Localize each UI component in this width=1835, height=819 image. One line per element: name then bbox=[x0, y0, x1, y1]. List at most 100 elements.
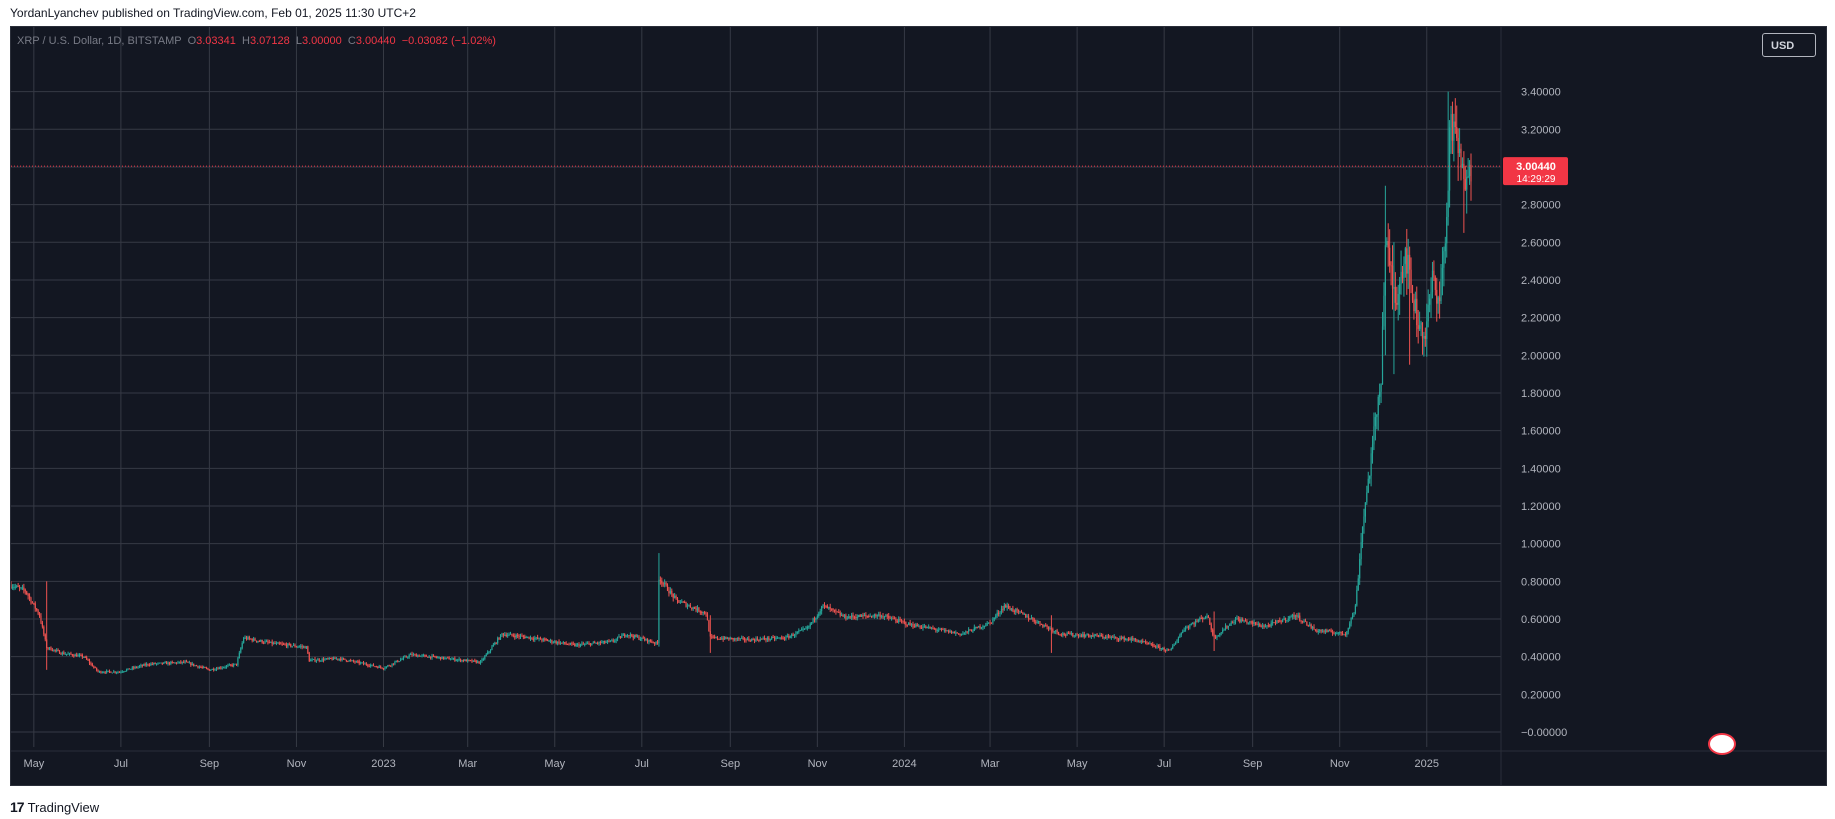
candle-body bbox=[1102, 635, 1104, 638]
candle-body bbox=[175, 662, 178, 664]
candle-body bbox=[1309, 624, 1311, 626]
candle-body bbox=[295, 646, 298, 648]
currency-button[interactable]: USD bbox=[1762, 33, 1816, 57]
candle-body bbox=[377, 666, 379, 668]
candle-body bbox=[1080, 635, 1082, 637]
candle-body bbox=[300, 646, 302, 648]
candle-body bbox=[248, 637, 250, 639]
candle-body bbox=[297, 646, 299, 648]
candle-body bbox=[1336, 633, 1338, 635]
candle-body bbox=[502, 633, 504, 636]
candle-body bbox=[1116, 637, 1118, 640]
candle-body bbox=[789, 636, 791, 638]
candle-body bbox=[863, 615, 866, 617]
candle-body bbox=[1301, 621, 1304, 623]
candle-body bbox=[137, 666, 139, 668]
candle-body bbox=[816, 616, 818, 618]
candle-body bbox=[314, 659, 316, 662]
candle-body bbox=[84, 656, 86, 658]
candle-body bbox=[866, 615, 868, 617]
candle-body bbox=[1163, 648, 1165, 651]
candle-body bbox=[1006, 605, 1008, 608]
candle-body bbox=[78, 654, 81, 656]
candle-body bbox=[769, 639, 771, 641]
candle-body bbox=[1092, 635, 1094, 637]
candle-body bbox=[581, 643, 583, 645]
candle-body bbox=[1317, 630, 1319, 632]
candle-body bbox=[1293, 614, 1295, 618]
candle-body bbox=[591, 643, 593, 646]
candle-body bbox=[528, 636, 530, 639]
candle-body bbox=[1149, 643, 1151, 645]
candle-body bbox=[562, 642, 564, 644]
candle-body bbox=[906, 624, 908, 626]
candle-body bbox=[1441, 267, 1444, 279]
candle-body bbox=[705, 613, 707, 615]
candle-body bbox=[434, 655, 436, 657]
candle-body bbox=[1110, 636, 1112, 638]
candle-body bbox=[1089, 635, 1091, 637]
candle-body bbox=[1055, 630, 1057, 632]
candle-body bbox=[692, 607, 694, 609]
candle-body bbox=[1431, 270, 1434, 293]
candle-body bbox=[1056, 630, 1058, 633]
tradingview-logo-icon[interactable]: 17 bbox=[10, 799, 25, 815]
candle-body bbox=[1267, 625, 1269, 627]
candle-body bbox=[144, 664, 146, 666]
candle-body bbox=[813, 618, 816, 620]
candle-body bbox=[482, 658, 484, 660]
candle-body bbox=[761, 638, 763, 640]
candle-body bbox=[778, 637, 780, 639]
candle-body bbox=[578, 644, 580, 647]
flag-icon[interactable] bbox=[1708, 733, 1736, 755]
candle-body bbox=[247, 637, 249, 640]
candle-body bbox=[106, 670, 108, 673]
candle-body bbox=[76, 654, 78, 657]
candle-body bbox=[419, 655, 422, 657]
candle-body bbox=[1236, 618, 1238, 620]
candle-body bbox=[1009, 608, 1011, 611]
y-tick-label: 0.60000 bbox=[1521, 614, 1561, 626]
close-label: C bbox=[347, 35, 356, 47]
candle-body bbox=[1427, 304, 1429, 322]
candle-body bbox=[1013, 611, 1015, 613]
candlestick-chart[interactable]: 3.40000 3.20000 3.00000 2.80000 2.60000 2.400… bbox=[11, 27, 1826, 785]
candle-body bbox=[1040, 623, 1043, 625]
candle-body bbox=[454, 658, 456, 661]
candle-body bbox=[1209, 617, 1211, 625]
candle-body bbox=[203, 667, 205, 669]
candle-body bbox=[1140, 640, 1142, 642]
candle-body bbox=[535, 637, 537, 639]
candle-body bbox=[1262, 625, 1264, 627]
candle-body bbox=[1319, 630, 1321, 632]
candle-body bbox=[802, 628, 804, 630]
candle-body bbox=[1085, 635, 1087, 637]
candle-body bbox=[1053, 631, 1055, 633]
candle-body bbox=[1247, 622, 1249, 624]
candle-body bbox=[1020, 611, 1023, 613]
candle-body bbox=[684, 602, 686, 604]
candle-body bbox=[270, 641, 272, 643]
candle-body bbox=[801, 629, 803, 631]
candle-body bbox=[1349, 623, 1351, 628]
symbol-label[interactable]: XRP / U.S. Dollar, 1D, BITSTAMP bbox=[17, 35, 182, 47]
candle-body bbox=[86, 657, 88, 660]
candle-body bbox=[221, 667, 223, 669]
candle-body bbox=[845, 615, 847, 619]
candle-body bbox=[68, 653, 71, 655]
candle-body bbox=[338, 658, 340, 660]
candle-body bbox=[1142, 640, 1144, 642]
candle-body bbox=[507, 635, 509, 637]
candle-body bbox=[1256, 624, 1258, 626]
candle-body bbox=[322, 658, 325, 661]
candle-body bbox=[818, 613, 820, 617]
candle-body bbox=[184, 661, 186, 663]
footer-brand[interactable]: TradingView bbox=[27, 799, 100, 815]
candle-body bbox=[1283, 618, 1285, 621]
candle-body bbox=[1075, 634, 1077, 636]
candle-body bbox=[173, 662, 175, 664]
candle-body bbox=[116, 672, 118, 674]
chart-panel[interactable]: XRP / U.S. Dollar, 1D, BITSTAMP O3.03341… bbox=[10, 26, 1827, 786]
candle-body bbox=[545, 639, 547, 641]
candle-body bbox=[605, 642, 607, 644]
